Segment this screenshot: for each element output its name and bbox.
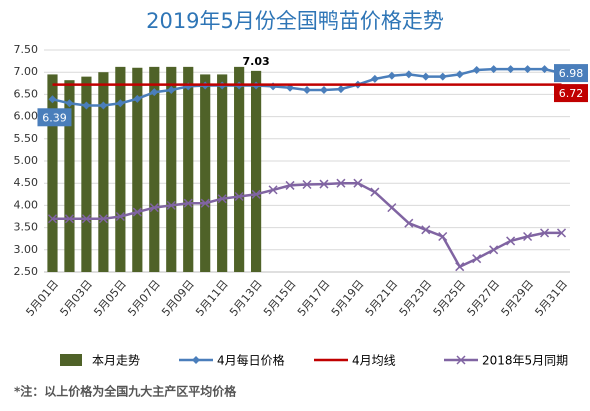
legend-label: 4月均线 bbox=[352, 354, 396, 368]
data-label: 6.72 bbox=[559, 87, 584, 100]
marker bbox=[116, 99, 125, 108]
data-label-box bbox=[37, 108, 72, 127]
bar bbox=[47, 74, 58, 272]
marker bbox=[285, 180, 295, 190]
y-tick-label: 3.50 bbox=[14, 221, 39, 234]
legend-label: 本月走势 bbox=[92, 354, 140, 368]
legend-label: 4月每日价格 bbox=[217, 353, 285, 368]
marker bbox=[167, 85, 176, 94]
y-tick-label: 2.50 bbox=[14, 265, 39, 278]
y-tick-label: 6.50 bbox=[14, 87, 39, 100]
y-tick-label: 5.50 bbox=[14, 132, 39, 145]
marker bbox=[438, 72, 447, 81]
data-label: 6.98 bbox=[559, 67, 584, 80]
marker bbox=[183, 198, 193, 208]
marker bbox=[115, 211, 125, 222]
marker bbox=[48, 95, 57, 104]
marker bbox=[404, 218, 414, 228]
legend-marker bbox=[192, 356, 200, 364]
marker bbox=[523, 231, 533, 242]
marker bbox=[523, 65, 532, 74]
marker bbox=[472, 254, 482, 264]
y-tick-label: 5.00 bbox=[14, 154, 39, 167]
data-label-box bbox=[554, 84, 588, 103]
marker bbox=[353, 178, 363, 188]
marker bbox=[387, 71, 396, 80]
marker bbox=[200, 198, 210, 208]
bar bbox=[217, 74, 228, 272]
legend-swatch bbox=[60, 354, 82, 366]
data-label-box bbox=[554, 64, 588, 83]
marker bbox=[438, 231, 448, 242]
chart-title: 2019年5月份全国鸭苗价格走势 bbox=[146, 9, 444, 33]
y-tick-label: 4.00 bbox=[14, 198, 39, 211]
marker bbox=[506, 65, 515, 74]
note: *注：以上价格为全国九大主产区平均价格 bbox=[14, 384, 237, 399]
marker bbox=[319, 85, 328, 94]
marker bbox=[540, 228, 550, 238]
marker bbox=[336, 85, 345, 94]
marker bbox=[472, 65, 481, 74]
marker bbox=[455, 262, 465, 272]
marker bbox=[99, 101, 108, 110]
marker bbox=[302, 180, 312, 190]
marker bbox=[133, 94, 142, 103]
bar bbox=[149, 66, 160, 272]
marker bbox=[455, 70, 464, 79]
legend-label: 2018年5月同期 bbox=[482, 354, 568, 368]
marker bbox=[387, 203, 397, 213]
data-label: 6.39 bbox=[42, 111, 67, 124]
marker bbox=[98, 214, 108, 224]
bar bbox=[115, 66, 126, 272]
marker bbox=[268, 185, 278, 195]
marker bbox=[489, 245, 499, 255]
marker bbox=[421, 225, 431, 235]
marker bbox=[336, 178, 346, 188]
bar bbox=[200, 74, 211, 272]
marker bbox=[251, 189, 261, 199]
y-tick-label: 7.00 bbox=[14, 65, 39, 78]
marker bbox=[150, 88, 159, 97]
marker bbox=[556, 228, 567, 238]
y-tick-label: 6.00 bbox=[14, 110, 39, 123]
marker bbox=[404, 70, 413, 79]
marker bbox=[540, 65, 549, 74]
marker bbox=[319, 179, 329, 189]
marker bbox=[47, 214, 58, 224]
bar bbox=[132, 67, 143, 272]
bar bbox=[64, 80, 75, 272]
marker bbox=[489, 65, 498, 74]
marker bbox=[82, 101, 91, 110]
marker bbox=[370, 187, 380, 197]
marker bbox=[149, 203, 159, 213]
data-label: 7.03 bbox=[243, 55, 270, 68]
marker bbox=[81, 214, 91, 224]
bar bbox=[98, 72, 109, 272]
marker bbox=[132, 207, 142, 217]
marker bbox=[506, 236, 516, 246]
bar bbox=[251, 70, 262, 272]
y-tick-label: 3.00 bbox=[14, 243, 39, 256]
marker bbox=[217, 194, 227, 204]
marker bbox=[65, 99, 74, 108]
bar bbox=[234, 66, 245, 272]
bar bbox=[166, 66, 177, 272]
marker bbox=[370, 74, 379, 83]
marker bbox=[64, 214, 74, 224]
bar bbox=[183, 66, 194, 272]
marker bbox=[234, 191, 244, 202]
bar bbox=[81, 76, 92, 272]
y-tick-label: 7.50 bbox=[14, 43, 39, 56]
y-tick-label: 4.50 bbox=[14, 176, 39, 189]
marker bbox=[421, 72, 430, 81]
marker bbox=[303, 85, 311, 94]
legend-marker bbox=[456, 355, 466, 365]
marker bbox=[166, 200, 176, 210]
